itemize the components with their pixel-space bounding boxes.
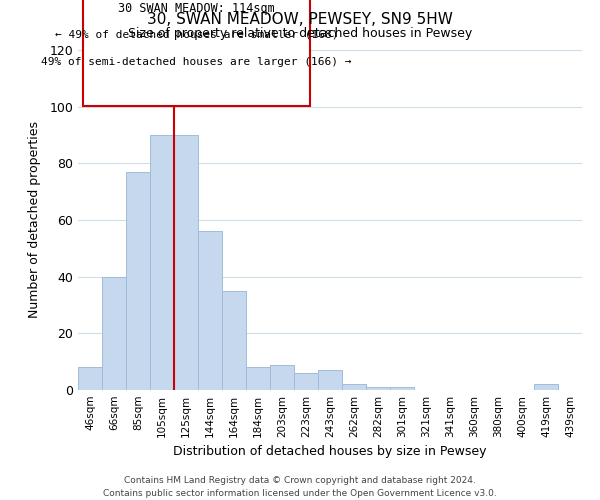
Bar [534,384,558,390]
Bar [342,384,366,390]
Text: 30, SWAN MEADOW, PEWSEY, SN9 5HW: 30, SWAN MEADOW, PEWSEY, SN9 5HW [147,12,453,28]
Bar [174,135,198,390]
Text: 30 SWAN MEADOW: 114sqm: 30 SWAN MEADOW: 114sqm [118,2,275,16]
Text: Contains HM Land Registry data © Crown copyright and database right 2024.
Contai: Contains HM Land Registry data © Crown c… [103,476,497,498]
Bar [270,364,294,390]
Y-axis label: Number of detached properties: Number of detached properties [28,122,41,318]
Bar [222,291,246,390]
Bar [318,370,342,390]
Text: Size of property relative to detached houses in Pewsey: Size of property relative to detached ho… [128,28,472,40]
Bar [366,387,390,390]
Text: ← 49% of detached houses are smaller (168): ← 49% of detached houses are smaller (16… [55,30,338,40]
Bar [198,232,222,390]
X-axis label: Distribution of detached houses by size in Pewsey: Distribution of detached houses by size … [173,446,487,458]
Bar [102,276,126,390]
FancyBboxPatch shape [83,0,310,106]
Bar [150,135,174,390]
Bar [294,373,318,390]
Text: 49% of semi-detached houses are larger (166) →: 49% of semi-detached houses are larger (… [41,57,352,67]
Bar [126,172,150,390]
Bar [246,368,270,390]
Bar [390,387,414,390]
Bar [78,368,102,390]
